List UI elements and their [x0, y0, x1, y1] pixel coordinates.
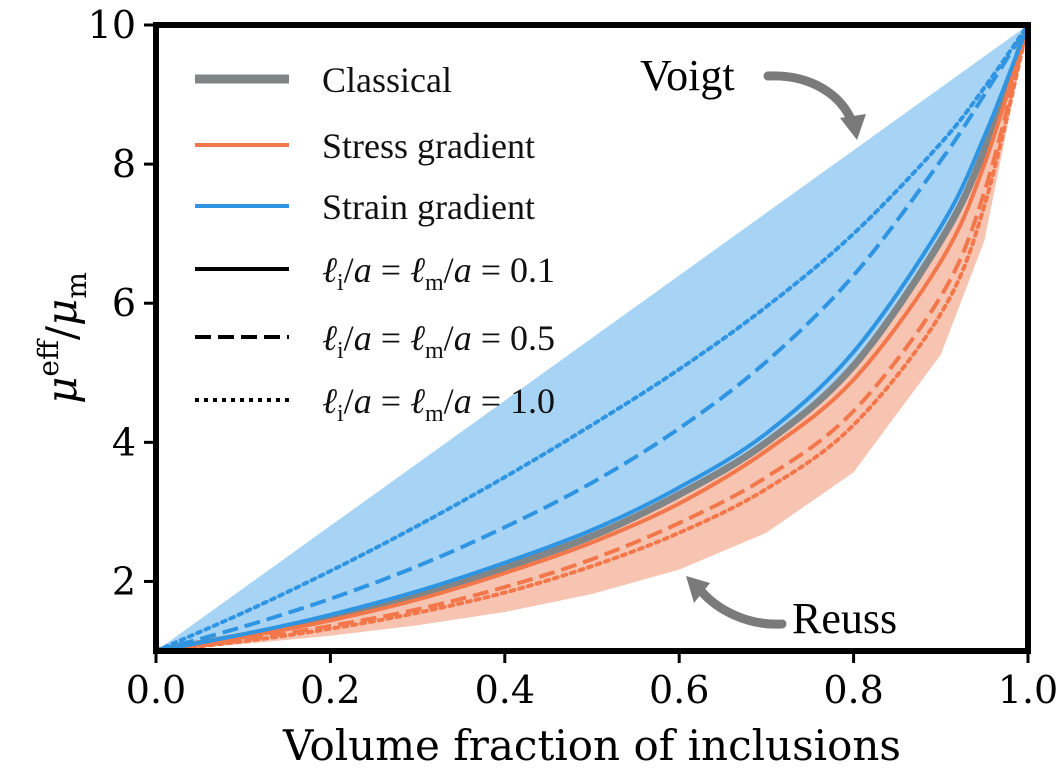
y-axis-ticks: 2 4 6 8 10 — [88, 3, 153, 603]
y-tick-label: 6 — [112, 281, 136, 325]
x-tick-label: 0.4 — [475, 668, 535, 712]
legend-label-ell-0.1: ℓi/a = ℓm/a = 0.1 — [322, 250, 555, 296]
y-axis-title: μeff/μm — [32, 272, 93, 404]
stress-ell-0.1-line — [156, 25, 1028, 651]
voigt-to-classical-fill — [156, 25, 1028, 651]
reuss-arrow — [697, 587, 787, 629]
strain-ell-0.1-line — [156, 25, 1028, 651]
x-axis-ticks: 0.0 0.2 0.4 0.6 0.8 1.0 — [126, 654, 1058, 712]
bound-fills — [156, 25, 1028, 651]
x-tick-label: 0.0 — [126, 668, 186, 712]
legend-label-stress-gradient: Stress gradient — [322, 126, 535, 166]
y-tick-label: 4 — [112, 420, 136, 464]
strain-ell-1-line — [156, 25, 1028, 651]
stress-ell-1-line — [156, 25, 1028, 651]
series-layer — [156, 25, 1028, 651]
x-tick-label: 0.2 — [300, 668, 360, 712]
y-tick-label: 8 — [112, 142, 136, 186]
stress-ell-0.5-line — [156, 25, 1028, 651]
x-tick-label: 1.0 — [998, 668, 1058, 712]
x-tick-label: 0.6 — [649, 668, 709, 712]
reuss-annotation-label: Reuss — [792, 594, 897, 643]
voigt-arrowhead — [840, 114, 866, 140]
reuss-arrowhead — [686, 576, 710, 603]
plot-frame — [153, 22, 1031, 654]
y-tick-label: 10 — [88, 3, 136, 47]
legend-label-ell-1.0: ℓi/a = ℓm/a = 1.0 — [322, 381, 555, 427]
classical-to-reuss-fill — [156, 25, 1028, 651]
x-axis-title: Volume fraction of inclusions — [282, 721, 901, 769]
strain-ell-0.5-line — [156, 25, 1028, 651]
legend-label-strain-gradient: Strain gradient — [322, 187, 535, 227]
x-tick-label: 0.8 — [823, 668, 883, 712]
y-tick-label: 2 — [112, 559, 136, 603]
voigt-arrow — [763, 71, 857, 127]
voigt-annotation-label: Voigt — [640, 51, 735, 100]
legend-label-ell-0.5: ℓi/a = ℓm/a = 0.5 — [322, 318, 555, 364]
legend-label-classical: Classical — [322, 60, 452, 100]
legend: Classical Stress gradient Strain gradien… — [195, 60, 555, 427]
annotations: Voigt Reuss — [640, 51, 897, 643]
classical-line — [156, 25, 1028, 651]
